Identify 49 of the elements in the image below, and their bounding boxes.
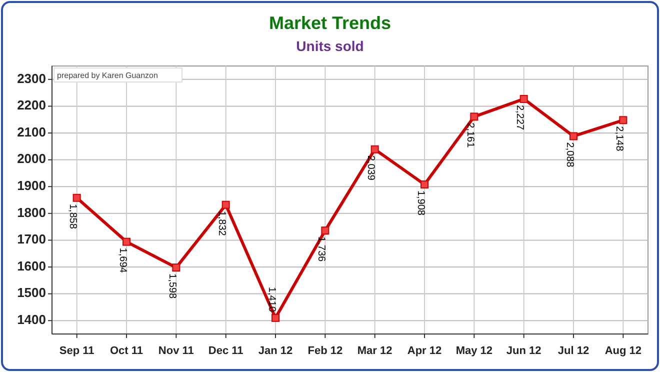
x-tick-label: Sep 11 [59,345,94,357]
x-tick-label: Aug 12 [604,345,642,357]
x-tick-label: Dec 11 [208,345,244,357]
y-tick-label: 1800 [17,204,46,220]
point [420,180,428,188]
data-label: 2,088 [564,142,575,168]
y-tick-label: 1600 [17,258,46,274]
y-tick-label: 2200 [17,98,46,113]
point [520,94,528,103]
x-tick-label: Apr 12 [407,345,442,357]
x-tick-label: Jun 12 [506,345,542,357]
data-label: 2,148 [614,126,625,152]
point [470,112,478,121]
x-tick-label: Mar 12 [357,345,392,357]
data-label: 2,227 [514,104,526,130]
x-tick-label: Jul 12 [558,345,590,357]
data-label: 2,039 [365,155,376,181]
point [370,145,379,154]
chart-subtitle: Units sold [296,38,364,54]
annotation: prepared by Karen Guanzon [57,71,158,80]
point [619,116,628,124]
y-tick-label: 2000 [17,151,46,166]
point [321,226,330,235]
x-tick-label: Feb 12 [308,345,343,357]
y-tick-label: 1400 [17,312,46,328]
x-tick-label: May 12 [456,345,493,357]
y-tick-label: 1900 [17,178,46,194]
data-label: 1,908 [414,190,426,216]
y-tick-label: 2100 [17,124,46,140]
point [72,194,81,202]
data-label: 1,832 [216,210,228,236]
y-tick-label: 2300 [17,70,46,86]
data-label: 1,410 [266,286,277,312]
data-label: 1,598 [166,274,178,299]
chart-title: Market Trends [268,13,392,33]
point [222,200,230,209]
point [172,264,180,272]
x-tick-label: Nov 11 [158,345,194,357]
data-label: 1,736 [316,236,327,262]
point [570,132,578,140]
data-label: 1,858 [67,204,78,230]
x-tick-label: Jan 12 [258,345,293,357]
y-tick-label: 1500 [17,285,46,300]
point [122,238,130,246]
data-label: 1,694 [116,248,128,274]
x-tick-label: Oct 11 [110,345,144,357]
y-tick-label: 1700 [17,232,46,247]
data-label: 2,161 [464,122,476,148]
point [272,314,280,322]
